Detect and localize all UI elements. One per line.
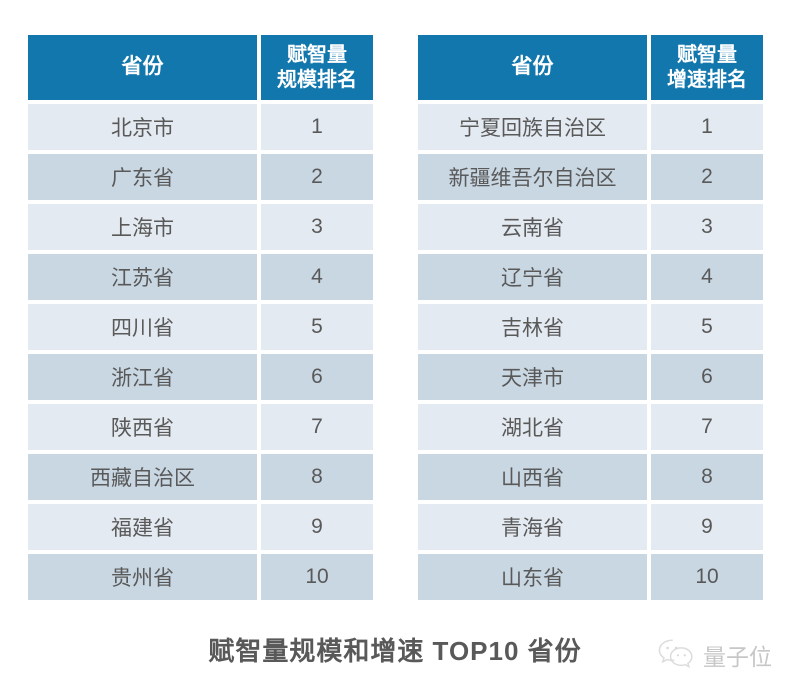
province-cell: 天津市: [418, 354, 647, 400]
growth-ranking-table: 省份 赋智量 增速排名 宁夏回族自治区 1 新疆维吾尔自治区 2 云南省 3 辽宁省 4 吉林省…: [418, 35, 763, 600]
rank-header-line1: 赋智量: [677, 43, 737, 66]
table-row: 新疆维吾尔自治区 2: [418, 154, 763, 200]
rank-cell: 7: [651, 404, 763, 450]
province-cell: 云南省: [418, 204, 647, 250]
table-row: 云南省 3: [418, 204, 763, 250]
province-cell: 宁夏回族自治区: [418, 104, 647, 150]
province-cell: 吉林省: [418, 304, 647, 350]
province-header-label: 省份: [511, 55, 554, 79]
watermark-label: 量子位: [703, 644, 772, 670]
table-row: 山东省 10: [418, 554, 763, 600]
province-cell: 江苏省: [28, 254, 257, 300]
province-cell: 北京市: [28, 104, 257, 150]
province-cell: 西藏自治区: [28, 454, 257, 500]
figure-caption: 赋智量规模和增速 TOP10 省份: [208, 636, 582, 666]
table-row: 广东省 2: [28, 154, 373, 200]
table-header-row: 省份 赋智量 规模排名: [28, 35, 373, 100]
rank-cell: 9: [261, 504, 373, 550]
table-row: 浙江省 6: [28, 354, 373, 400]
province-cell: 福建省: [28, 504, 257, 550]
rank-cell: 4: [651, 254, 763, 300]
table-row: 北京市 1: [28, 104, 373, 150]
province-cell: 四川省: [28, 304, 257, 350]
province-column-header: 省份: [418, 35, 647, 100]
rank-cell: 5: [651, 304, 763, 350]
province-header-label: 省份: [121, 55, 164, 79]
rank-cell: 2: [651, 154, 763, 200]
rank-cell: 1: [261, 104, 373, 150]
rank-cell: 10: [651, 554, 763, 600]
table-row: 贵州省 10: [28, 554, 373, 600]
province-cell: 上海市: [28, 204, 257, 250]
rank-cell: 2: [261, 154, 373, 200]
table-row: 吉林省 5: [418, 304, 763, 350]
province-cell: 浙江省: [28, 354, 257, 400]
rank-cell: 5: [261, 304, 373, 350]
rank-cell: 1: [651, 104, 763, 150]
table-row: 湖北省 7: [418, 404, 763, 450]
scale-rank-column-header: 赋智量 规模排名: [261, 35, 373, 100]
rank-header-line2: 增速排名: [667, 68, 747, 91]
table-row: 辽宁省 4: [418, 254, 763, 300]
watermark: 量子位: [652, 636, 772, 674]
province-cell: 青海省: [418, 504, 647, 550]
wechat-icon: [652, 636, 698, 674]
table-body: 北京市 1 广东省 2 上海市 3 江苏省 4 四川省 5 浙江省 6 陕西省 7 西藏自治区 8 福建省 9 贵州…: [28, 104, 373, 600]
rank-cell: 7: [261, 404, 373, 450]
table-row: 青海省 9: [418, 504, 763, 550]
rank-cell: 3: [651, 204, 763, 250]
table-row: 四川省 5: [28, 304, 373, 350]
rank-cell: 3: [261, 204, 373, 250]
table-header-row: 省份 赋智量 增速排名: [418, 35, 763, 100]
table-row: 宁夏回族自治区 1: [418, 104, 763, 150]
rank-cell: 8: [651, 454, 763, 500]
province-cell: 辽宁省: [418, 254, 647, 300]
rank-cell: 9: [651, 504, 763, 550]
province-column-header: 省份: [28, 35, 257, 100]
table-row: 江苏省 4: [28, 254, 373, 300]
table-row: 陕西省 7: [28, 404, 373, 450]
rank-cell: 6: [261, 354, 373, 400]
province-cell: 山西省: [418, 454, 647, 500]
rank-cell: 6: [651, 354, 763, 400]
rank-header-line1: 赋智量: [287, 43, 347, 66]
province-cell: 新疆维吾尔自治区: [418, 154, 647, 200]
province-cell: 陕西省: [28, 404, 257, 450]
rank-cell: 10: [261, 554, 373, 600]
province-cell: 山东省: [418, 554, 647, 600]
table-row: 山西省 8: [418, 454, 763, 500]
rank-cell: 8: [261, 454, 373, 500]
table-row: 上海市 3: [28, 204, 373, 250]
province-cell: 贵州省: [28, 554, 257, 600]
table-row: 福建省 9: [28, 504, 373, 550]
province-cell: 湖北省: [418, 404, 647, 450]
rank-cell: 4: [261, 254, 373, 300]
scale-ranking-table: 省份 赋智量 规模排名 北京市 1 广东省 2 上海市 3 江苏省 4 四川省 5 浙江省 6 陕西省 7…: [28, 35, 373, 600]
table-row: 西藏自治区 8: [28, 454, 373, 500]
table-body: 宁夏回族自治区 1 新疆维吾尔自治区 2 云南省 3 辽宁省 4 吉林省 5 天津市 6 湖北省 7 山西省…: [418, 104, 763, 600]
growth-rank-column-header: 赋智量 增速排名: [651, 35, 763, 100]
rank-header-line2: 规模排名: [277, 68, 357, 91]
table-row: 天津市 6: [418, 354, 763, 400]
province-cell: 广东省: [28, 154, 257, 200]
